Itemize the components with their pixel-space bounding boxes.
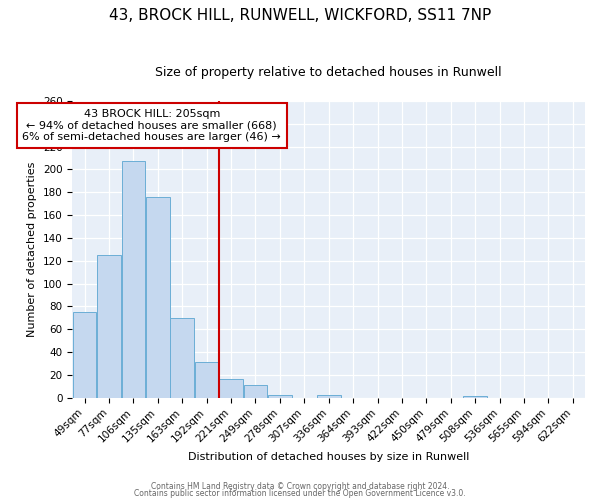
Bar xyxy=(122,162,145,398)
Y-axis label: Number of detached properties: Number of detached properties xyxy=(28,162,37,337)
Bar xyxy=(268,396,292,398)
Bar xyxy=(97,255,121,398)
Bar xyxy=(195,362,218,398)
Bar xyxy=(463,396,487,398)
Text: 43 BROCK HILL: 205sqm
← 94% of detached houses are smaller (668)
6% of semi-deta: 43 BROCK HILL: 205sqm ← 94% of detached … xyxy=(22,109,281,142)
Text: Contains HM Land Registry data © Crown copyright and database right 2024.: Contains HM Land Registry data © Crown c… xyxy=(151,482,449,491)
Bar xyxy=(170,318,194,398)
Text: Contains public sector information licensed under the Open Government Licence v3: Contains public sector information licen… xyxy=(134,489,466,498)
Text: 43, BROCK HILL, RUNWELL, WICKFORD, SS11 7NP: 43, BROCK HILL, RUNWELL, WICKFORD, SS11 … xyxy=(109,8,491,22)
Bar xyxy=(73,312,97,398)
Bar xyxy=(219,380,243,398)
Bar xyxy=(317,396,341,398)
Bar xyxy=(146,197,170,398)
Title: Size of property relative to detached houses in Runwell: Size of property relative to detached ho… xyxy=(155,66,502,79)
Bar xyxy=(244,385,268,398)
X-axis label: Distribution of detached houses by size in Runwell: Distribution of detached houses by size … xyxy=(188,452,469,462)
